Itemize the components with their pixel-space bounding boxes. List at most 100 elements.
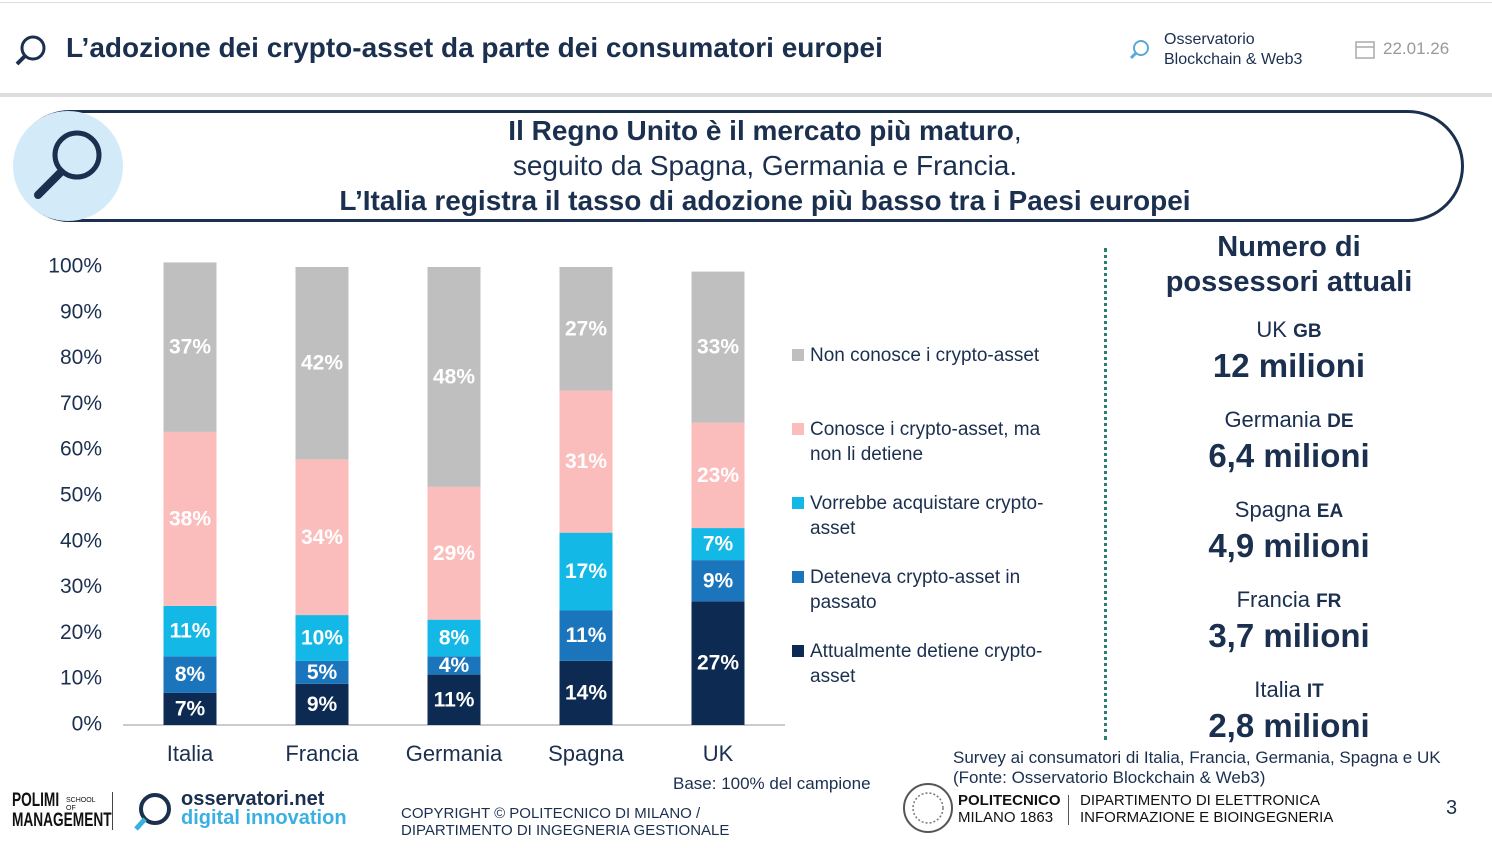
data-label: 27% <box>565 317 607 340</box>
source-line: (Fonte: Osservatorio Blockchain & Web3) <box>953 768 1266 787</box>
logo-text: POLIMI <box>12 790 60 811</box>
bar-segment <box>559 390 613 533</box>
country-code: DE <box>1327 411 1354 432</box>
legend-label: Conosce i crypto-asset, ma non li detien… <box>810 419 1041 465</box>
data-label: 8% <box>439 627 470 650</box>
owners-count: 6,4 milioni <box>1208 437 1370 474</box>
copyright-line: COPYRIGHT © POLITECNICO DI MILANO / <box>401 805 701 822</box>
callout-punct: , <box>1013 115 1022 146</box>
country: Italia <box>1254 677 1301 702</box>
y-tick-label: 10% <box>60 667 102 690</box>
bar-segment <box>163 656 217 693</box>
x-tick-label: Francia <box>285 741 359 766</box>
politecnico-logo: POLITECNICO MILANO 1863 <box>958 792 1061 826</box>
callout-icon <box>13 111 123 221</box>
y-tick-label: 60% <box>60 438 102 461</box>
callout-line: seguito da Spagna, Germania e Francia. <box>512 150 1018 181</box>
country-code: EA <box>1316 501 1344 522</box>
bar-segment <box>295 660 349 684</box>
logo-text: osservatori.net <box>181 788 325 810</box>
callout-bold: Il Regno Unito è il mercato più maturo <box>508 115 1014 146</box>
side-item: Italia IT 2,8 milioni <box>1120 676 1458 746</box>
header-icon <box>15 35 46 66</box>
owners-count: 12 milioni <box>1212 347 1366 384</box>
y-tick-label: 100% <box>48 255 102 278</box>
data-label: 17% <box>565 560 607 583</box>
bar-segment <box>559 660 613 725</box>
data-label: 8% <box>175 663 206 686</box>
side-country-line: Francia FR <box>1120 586 1458 616</box>
data-label: 29% <box>433 542 475 565</box>
copyright: COPYRIGHT © POLITECNICO DI MILANO / DIPAR… <box>401 805 729 839</box>
side-title: Numero di possessori attuali <box>1120 230 1458 300</box>
legend-label: Attualmente detiene crypto-asset <box>810 641 1043 687</box>
bar-segment <box>295 683 349 725</box>
legend-swatch <box>792 645 804 657</box>
x-tick-label: Italia <box>167 741 214 766</box>
legend-item: Deteneva crypto-asset in passato <box>792 565 1070 615</box>
date: 22.01.26 <box>1383 39 1450 58</box>
side-country-line: Germania DE <box>1120 406 1458 436</box>
data-label: 9% <box>307 693 338 716</box>
data-label: 11% <box>566 624 607 647</box>
x-tick-label: UK <box>703 741 734 766</box>
legend-swatch <box>792 349 804 361</box>
side-item: Francia FR 3,7 milioni <box>1120 586 1458 656</box>
country-code: GB <box>1293 321 1322 342</box>
bar-segment <box>427 656 481 675</box>
legend-swatch <box>792 423 804 435</box>
legend-item: Vorrebbe acquistare crypto-asset <box>792 491 1070 541</box>
logo-text: MILANO 1863 <box>958 809 1054 826</box>
data-label: 9% <box>703 569 734 592</box>
top-rule <box>0 2 1492 3</box>
side-title-line: possessori attuali <box>1165 266 1413 298</box>
side-item: Germania DE 6,4 milioni <box>1120 406 1458 476</box>
logo-divider <box>112 792 113 830</box>
data-label: 27% <box>697 652 739 675</box>
legend-item: Conosce i crypto-asset, ma non li detien… <box>792 417 1070 467</box>
politecnico-seal <box>903 783 953 833</box>
osservatori-icon <box>134 793 171 831</box>
observatory-line: Osservatorio <box>1164 31 1255 48</box>
bar-segment <box>163 692 217 725</box>
x-tick-label: Germania <box>406 741 503 766</box>
bar-segment <box>427 267 481 487</box>
data-label: 48% <box>433 365 475 388</box>
bar-segment <box>295 459 349 616</box>
copyright-line: DIPARTIMENTO DI INGEGNERIA GESTIONALE <box>401 822 730 839</box>
data-label: 5% <box>307 661 338 684</box>
polimi-logo: POLIMI MANAGEMENT <box>12 791 112 831</box>
page-number: 3 <box>1446 797 1458 819</box>
owners-count: 3,7 milioni <box>1208 617 1370 654</box>
data-label: 31% <box>565 450 607 473</box>
osservatori-logo: osservatori.net digital innovation <box>181 788 347 828</box>
source: Survey ai consumatori di Italia, Francia… <box>953 748 1441 788</box>
side-item: Spagna EA 4,9 milioni <box>1120 496 1458 566</box>
y-tick-label: 0% <box>72 713 102 736</box>
logo-text: INFORMAZIONE E BIOINGEGNERIA <box>1080 809 1334 826</box>
page-title: L’adozione dei crypto-asset da parte dei… <box>66 32 883 63</box>
side-item: UK GB 12 milioni <box>1120 316 1458 386</box>
data-label: 37% <box>169 336 211 359</box>
owners-count: 2,8 milioni <box>1208 707 1370 744</box>
data-label: 14% <box>565 681 607 704</box>
logo-text: POLITECNICO <box>958 792 1061 809</box>
data-label: 11% <box>170 620 211 643</box>
y-tick-label: 50% <box>60 484 102 507</box>
header-rule <box>0 93 1492 97</box>
bar-segment <box>691 601 745 725</box>
legend-item: Non conosce i crypto-asset <box>792 343 1070 368</box>
data-label: 4% <box>439 654 470 677</box>
bar-segment <box>427 674 481 725</box>
logo-text: DIPARTIMENTO DI ELETTRONICA <box>1080 792 1321 809</box>
country: Francia <box>1236 587 1310 612</box>
y-tick-label: 80% <box>60 346 102 369</box>
legend-item: Attualmente detiene crypto-asset <box>792 639 1070 689</box>
owners-count: 4,9 milioni <box>1208 527 1370 564</box>
bar-segment <box>427 619 481 657</box>
logo-text: SCHOOL OF <box>66 797 96 812</box>
y-tick-label: 90% <box>60 300 102 323</box>
data-label: 7% <box>703 533 734 556</box>
bar-segment <box>295 267 349 460</box>
